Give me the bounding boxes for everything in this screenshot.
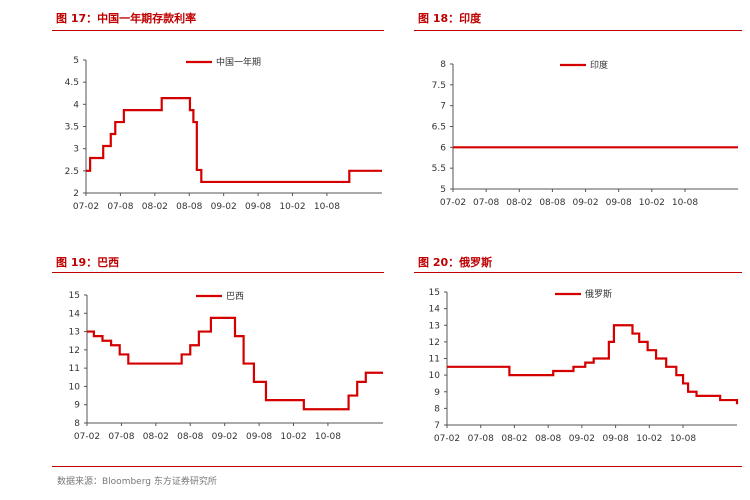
series-line <box>447 324 739 405</box>
x-tick-label: 10-02 <box>639 198 665 208</box>
y-tick-label: 9 <box>434 388 440 398</box>
x-tick-label: 09-02 <box>569 434 595 444</box>
x-tick-label: 09-02 <box>572 198 598 208</box>
x-tick-label: 10-08 <box>315 432 341 442</box>
x-tick-label: 08-08 <box>176 202 202 212</box>
legend: 中国一年期 <box>186 56 261 68</box>
panel-rule-3 <box>52 272 384 273</box>
y-tick-label: 2 <box>73 189 79 199</box>
y-tick-label: 14 <box>429 305 441 315</box>
panel-title-2: 图 18：印度 <box>418 12 482 25</box>
y-tick-label: 8 <box>434 404 440 414</box>
source-footnote: 数据来源：Bloomberg 东方证券研究所 <box>57 477 217 487</box>
series-line <box>86 97 382 184</box>
x-tick-label: 09-02 <box>212 432 238 442</box>
x-tick-label: 07-08 <box>468 434 494 444</box>
panel-title-1: 图 17：中国一年期存款利率 <box>56 12 197 25</box>
x-tick-label: 07-02 <box>440 198 466 208</box>
x-tick-label: 08-08 <box>539 198 565 208</box>
russia-rate-chart: 7 8 9 10 11 12 13 14 15 07-02 07-08 08-02 08-08 09-02… <box>429 288 739 444</box>
y-tick-label: 14 <box>69 309 81 319</box>
y-tick-label: 13 <box>69 328 80 338</box>
x-tick-label: 07-08 <box>473 198 499 208</box>
y-tick-label: 4 <box>73 100 79 110</box>
x-tick-label: 07-02 <box>73 202 99 212</box>
y-tick-label: 8 <box>74 419 80 429</box>
y-tick-label: 15 <box>69 291 80 301</box>
x-tick-label: 07-08 <box>108 432 134 442</box>
x-tick-label: 09-08 <box>246 432 272 442</box>
y-tick-label: 5.5 <box>432 164 446 174</box>
y-tick-label: 13 <box>429 321 440 331</box>
y-tick-label: 4.5 <box>65 78 79 88</box>
y-tick-label: 9 <box>74 401 80 411</box>
x-tick-label: 08-02 <box>142 202 168 212</box>
x-tick-label: 07-02 <box>434 434 460 444</box>
x-tick-label: 08-02 <box>506 198 532 208</box>
x-tick-label: 10-08 <box>672 198 698 208</box>
panel-title-4: 图 20：俄罗斯 <box>418 256 493 269</box>
x-tick-label: 10-08 <box>314 202 340 212</box>
x-tick-label: 10-02 <box>636 434 662 444</box>
india-rate-chart: 5 5.5 6 6.5 7 7.5 8 07-02 07-08 08-02 08-08 09-02 09… <box>432 59 738 208</box>
y-tick-label: 5 <box>440 185 446 195</box>
legend: 俄罗斯 <box>555 288 612 300</box>
y-tick-label: 10 <box>69 382 81 392</box>
y-tick-label: 11 <box>429 355 440 365</box>
panel-rule-4 <box>414 272 742 273</box>
legend-label: 巴西 <box>226 291 244 302</box>
panel-title-3: 图 19：巴西 <box>56 256 120 269</box>
legend-label: 中国一年期 <box>216 56 261 68</box>
y-tick-label: 7 <box>434 421 440 431</box>
x-tick-label: 09-08 <box>606 198 632 208</box>
y-tick-label: 3 <box>73 145 79 155</box>
x-tick-label: 08-02 <box>143 432 169 442</box>
x-tick-label: 09-08 <box>603 434 629 444</box>
x-tick-label: 08-08 <box>177 432 203 442</box>
panel-rule-2 <box>414 30 742 31</box>
series-line <box>87 316 383 411</box>
legend-label: 印度 <box>590 59 608 71</box>
y-tick-label: 15 <box>429 288 440 298</box>
y-tick-label: 12 <box>429 338 440 348</box>
y-tick-label: 10 <box>429 371 441 381</box>
y-tick-label: 12 <box>69 346 80 356</box>
y-tick-label: 3.5 <box>65 123 79 133</box>
footer-rule <box>52 466 742 467</box>
panel-rule-1 <box>52 30 384 31</box>
y-tick-label: 6.5 <box>432 123 446 133</box>
x-tick-label: 07-02 <box>74 432 100 442</box>
y-tick-label: 5 <box>73 56 79 66</box>
brazil-rate-chart: 8 9 10 11 12 13 14 15 07-02 07-08 08-02 08-08 09-02 0… <box>69 291 383 442</box>
y-tick-label: 2.5 <box>65 167 79 177</box>
legend: 印度 <box>560 59 608 71</box>
y-tick-label: 7 <box>440 102 446 112</box>
china-rate-chart: 2 2.5 3 3.5 4 4.5 5 07-02 07-08 08-02 08-08 09-02 09… <box>65 56 382 212</box>
x-tick-label: 08-08 <box>535 434 561 444</box>
x-tick-label: 09-02 <box>211 202 237 212</box>
y-tick-label: 8 <box>440 60 446 70</box>
x-tick-label: 08-02 <box>501 434 527 444</box>
y-tick-label: 7.5 <box>432 81 446 91</box>
legend-label: 俄罗斯 <box>585 288 612 300</box>
x-tick-label: 10-02 <box>279 202 305 212</box>
x-tick-label: 07-08 <box>107 202 133 212</box>
x-tick-label: 10-02 <box>280 432 306 442</box>
y-tick-label: 6 <box>440 143 446 153</box>
x-tick-label: 10-08 <box>670 434 696 444</box>
legend: 巴西 <box>196 291 244 302</box>
x-tick-label: 09-08 <box>245 202 271 212</box>
y-tick-label: 11 <box>69 364 80 374</box>
